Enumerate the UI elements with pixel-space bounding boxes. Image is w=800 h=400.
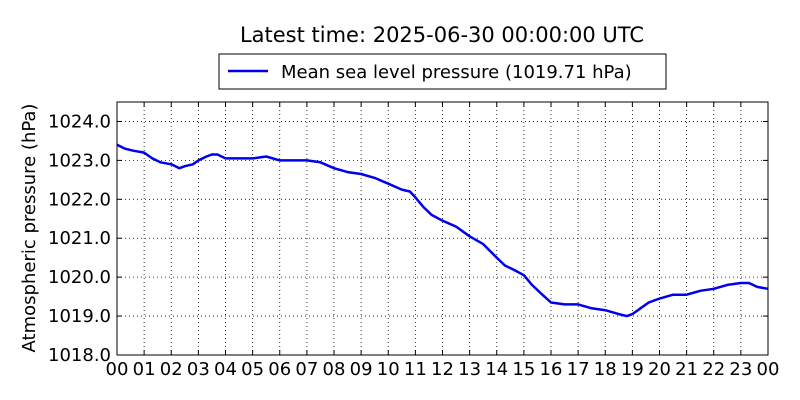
y-axis-label: Atmospheric pressure (hPa) xyxy=(19,104,40,353)
x-tick-label: 19 xyxy=(621,359,644,380)
x-tick-label: 06 xyxy=(268,359,291,380)
x-tick-label: 15 xyxy=(512,359,535,380)
x-tick-label: 00 xyxy=(106,359,129,380)
x-tick-label: 00 xyxy=(757,359,780,380)
x-tick-label: 20 xyxy=(648,359,671,380)
y-tick-label: 1020.0 xyxy=(48,267,111,288)
x-tick-label: 23 xyxy=(729,359,752,380)
y-tick-label: 1022.0 xyxy=(48,189,111,210)
x-tick-label: 07 xyxy=(295,359,318,380)
axis-ticks xyxy=(116,102,769,356)
x-tick-label: 11 xyxy=(404,359,427,380)
x-tick-label: 12 xyxy=(431,359,454,380)
legend: Mean sea level pressure (1019.71 hPa) xyxy=(218,53,667,90)
x-tick-label: 02 xyxy=(160,359,183,380)
x-tick-label: 04 xyxy=(214,359,237,380)
y-tick-label: 1021.0 xyxy=(48,228,111,249)
x-tick-label: 22 xyxy=(702,359,725,380)
y-tick-label: 1018.0 xyxy=(48,345,111,366)
y-tick-label: 1019.0 xyxy=(48,306,111,327)
grid xyxy=(117,102,768,355)
x-tick-label: 03 xyxy=(187,359,210,380)
series-line xyxy=(116,143,769,318)
x-tick-label: 05 xyxy=(241,359,264,380)
y-tick-label: 1024.0 xyxy=(48,111,111,132)
x-tick-label: 01 xyxy=(133,359,156,380)
x-tick-label: 09 xyxy=(350,359,373,380)
legend-box xyxy=(218,53,667,90)
x-tick-label: 16 xyxy=(540,359,563,380)
legend-label: Mean sea level pressure (1019.71 hPa) xyxy=(281,62,632,83)
y-axis-tick-labels: 1018.0 1019.0 1020.0 1021.0 1022.0 1023.0 1024… xyxy=(48,111,111,366)
chart-title: Latest time: 2025-06-30 00:00:00 UTC xyxy=(240,23,644,47)
plot-area-frame xyxy=(116,101,769,356)
x-tick-label: 14 xyxy=(485,359,508,380)
x-tick-label: 18 xyxy=(594,359,617,380)
x-tick-label: 21 xyxy=(675,359,698,380)
x-axis-tick-labels: 00 01 02 03 04 05 06 07 08 09 10 11 12 13 14 15 16 17 18 19… xyxy=(106,359,780,380)
y-tick-label: 1023.0 xyxy=(48,150,111,171)
x-tick-label: 08 xyxy=(323,359,346,380)
series-layer xyxy=(116,143,769,318)
x-tick-label: 17 xyxy=(567,359,590,380)
x-tick-label: 13 xyxy=(458,359,481,380)
x-tick-label: 10 xyxy=(377,359,400,380)
